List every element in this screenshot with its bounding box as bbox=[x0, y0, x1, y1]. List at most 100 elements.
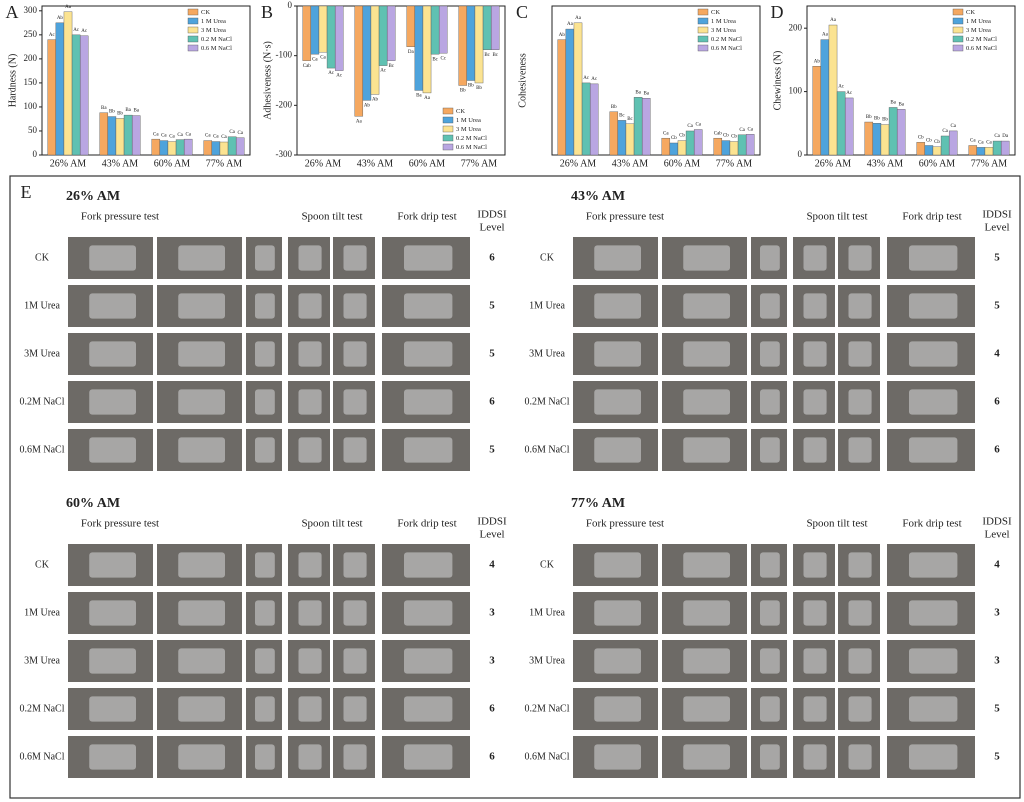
bar bbox=[227, 136, 237, 156]
legend-label: 3 M Urea bbox=[201, 27, 226, 34]
photo-highlight bbox=[298, 437, 322, 463]
bar bbox=[71, 34, 81, 156]
bar bbox=[151, 138, 161, 156]
bar bbox=[633, 97, 643, 156]
photo-highlight bbox=[89, 389, 136, 415]
significance-letter: Bb bbox=[874, 116, 880, 121]
bar bbox=[1000, 140, 1010, 156]
column-header: Fork drip test bbox=[902, 211, 961, 223]
bar bbox=[880, 124, 890, 156]
panel-label: B bbox=[261, 2, 273, 22]
significance-letter: Da bbox=[408, 50, 415, 55]
photo-highlight bbox=[594, 341, 641, 367]
legend-label: 3 M Urea bbox=[456, 126, 481, 133]
photo-highlight bbox=[803, 437, 827, 463]
photo-highlight bbox=[298, 341, 322, 367]
significance-letter: Ca bbox=[169, 135, 175, 140]
photo-highlight bbox=[404, 341, 453, 367]
column-header: Spoon tilt test bbox=[301, 518, 362, 530]
level-header: Level bbox=[984, 222, 1009, 234]
bar bbox=[641, 98, 651, 156]
bar bbox=[896, 109, 906, 156]
significance-letter: Aa bbox=[575, 16, 582, 21]
row-label: 0.2M NaCl bbox=[20, 396, 65, 407]
legend-swatch bbox=[442, 125, 454, 133]
bar bbox=[729, 141, 739, 156]
photo-highlight bbox=[255, 600, 275, 626]
photo-highlight bbox=[594, 648, 641, 674]
y-axis-label: Hardness (N) bbox=[7, 54, 18, 108]
photo-highlight bbox=[848, 245, 872, 271]
photo-highlight bbox=[594, 437, 641, 463]
row-label: 0.2M NaCl bbox=[525, 396, 570, 407]
legend-label: 0.6 M NaCl bbox=[201, 45, 232, 52]
significance-letter: Bc bbox=[619, 114, 625, 119]
x-tick-label: 43% AM bbox=[357, 158, 394, 169]
row-label: CK bbox=[35, 559, 50, 570]
bar bbox=[334, 5, 344, 71]
panel-title: 26% AM bbox=[66, 189, 120, 204]
photo-highlight bbox=[760, 245, 780, 271]
legend-swatch bbox=[952, 17, 964, 25]
bar bbox=[984, 147, 994, 156]
bar bbox=[362, 5, 372, 101]
legend-label: CK bbox=[201, 9, 210, 16]
legend-swatch bbox=[697, 26, 709, 34]
photo-highlight bbox=[594, 552, 641, 578]
significance-letter: Ca bbox=[153, 132, 159, 137]
photo-highlight bbox=[255, 744, 275, 770]
legend-label: 0.6 M NaCl bbox=[711, 45, 742, 52]
y-tick-label: 200 bbox=[789, 22, 803, 32]
photo-highlight bbox=[683, 744, 730, 770]
bar bbox=[47, 39, 57, 156]
significance-letter: Ba bbox=[133, 109, 139, 114]
bar bbox=[888, 107, 898, 156]
photo-highlight bbox=[683, 437, 730, 463]
legend-swatch bbox=[952, 44, 964, 52]
photo-highlight bbox=[683, 341, 730, 367]
photo-highlight bbox=[255, 437, 275, 463]
photo-highlight bbox=[89, 437, 136, 463]
bar bbox=[609, 111, 619, 156]
bar bbox=[302, 5, 312, 61]
photo-highlight bbox=[803, 552, 827, 578]
photo-highlight bbox=[848, 600, 872, 626]
bar bbox=[123, 114, 133, 156]
photo-highlight bbox=[298, 600, 322, 626]
iddsi-level: 6 bbox=[489, 703, 495, 715]
photo-highlight bbox=[594, 389, 641, 415]
significance-letter: Ca bbox=[739, 128, 745, 133]
photo-highlight bbox=[760, 600, 780, 626]
y-axis-label: Cohesiveness bbox=[517, 53, 528, 108]
photo-highlight bbox=[909, 600, 958, 626]
photo-highlight bbox=[909, 696, 958, 722]
legend-label: 0.2 M NaCl bbox=[201, 36, 232, 43]
bar bbox=[430, 5, 440, 55]
bar bbox=[940, 135, 950, 156]
significance-letter: Aa bbox=[830, 18, 837, 23]
photo-highlight bbox=[594, 744, 641, 770]
y-tick-label: 250 bbox=[24, 29, 38, 39]
significance-letter: Ca bbox=[312, 57, 318, 62]
column-header: Fork drip test bbox=[397, 518, 456, 530]
photo-highlight bbox=[848, 552, 872, 578]
photo-highlight bbox=[89, 552, 136, 578]
photo-highlight bbox=[404, 389, 453, 415]
x-tick-label: 60% AM bbox=[409, 158, 446, 169]
photo-highlight bbox=[343, 389, 367, 415]
row-label: 3M Urea bbox=[24, 348, 60, 359]
level-header: Level bbox=[479, 222, 504, 234]
row-label: 1M Urea bbox=[24, 300, 60, 311]
significance-letter: Cab bbox=[714, 131, 723, 136]
bar bbox=[932, 146, 942, 156]
photo-highlight bbox=[404, 552, 453, 578]
photo-highlight bbox=[178, 341, 225, 367]
bar bbox=[573, 22, 583, 156]
bar bbox=[677, 140, 687, 156]
photo-highlight bbox=[404, 696, 453, 722]
y-tick-label: -100 bbox=[276, 50, 293, 60]
legend-label: 1 M Urea bbox=[711, 18, 736, 25]
iddsi-level: 3 bbox=[994, 655, 1000, 667]
photo-highlight bbox=[760, 437, 780, 463]
significance-letter: Bc bbox=[388, 64, 394, 69]
